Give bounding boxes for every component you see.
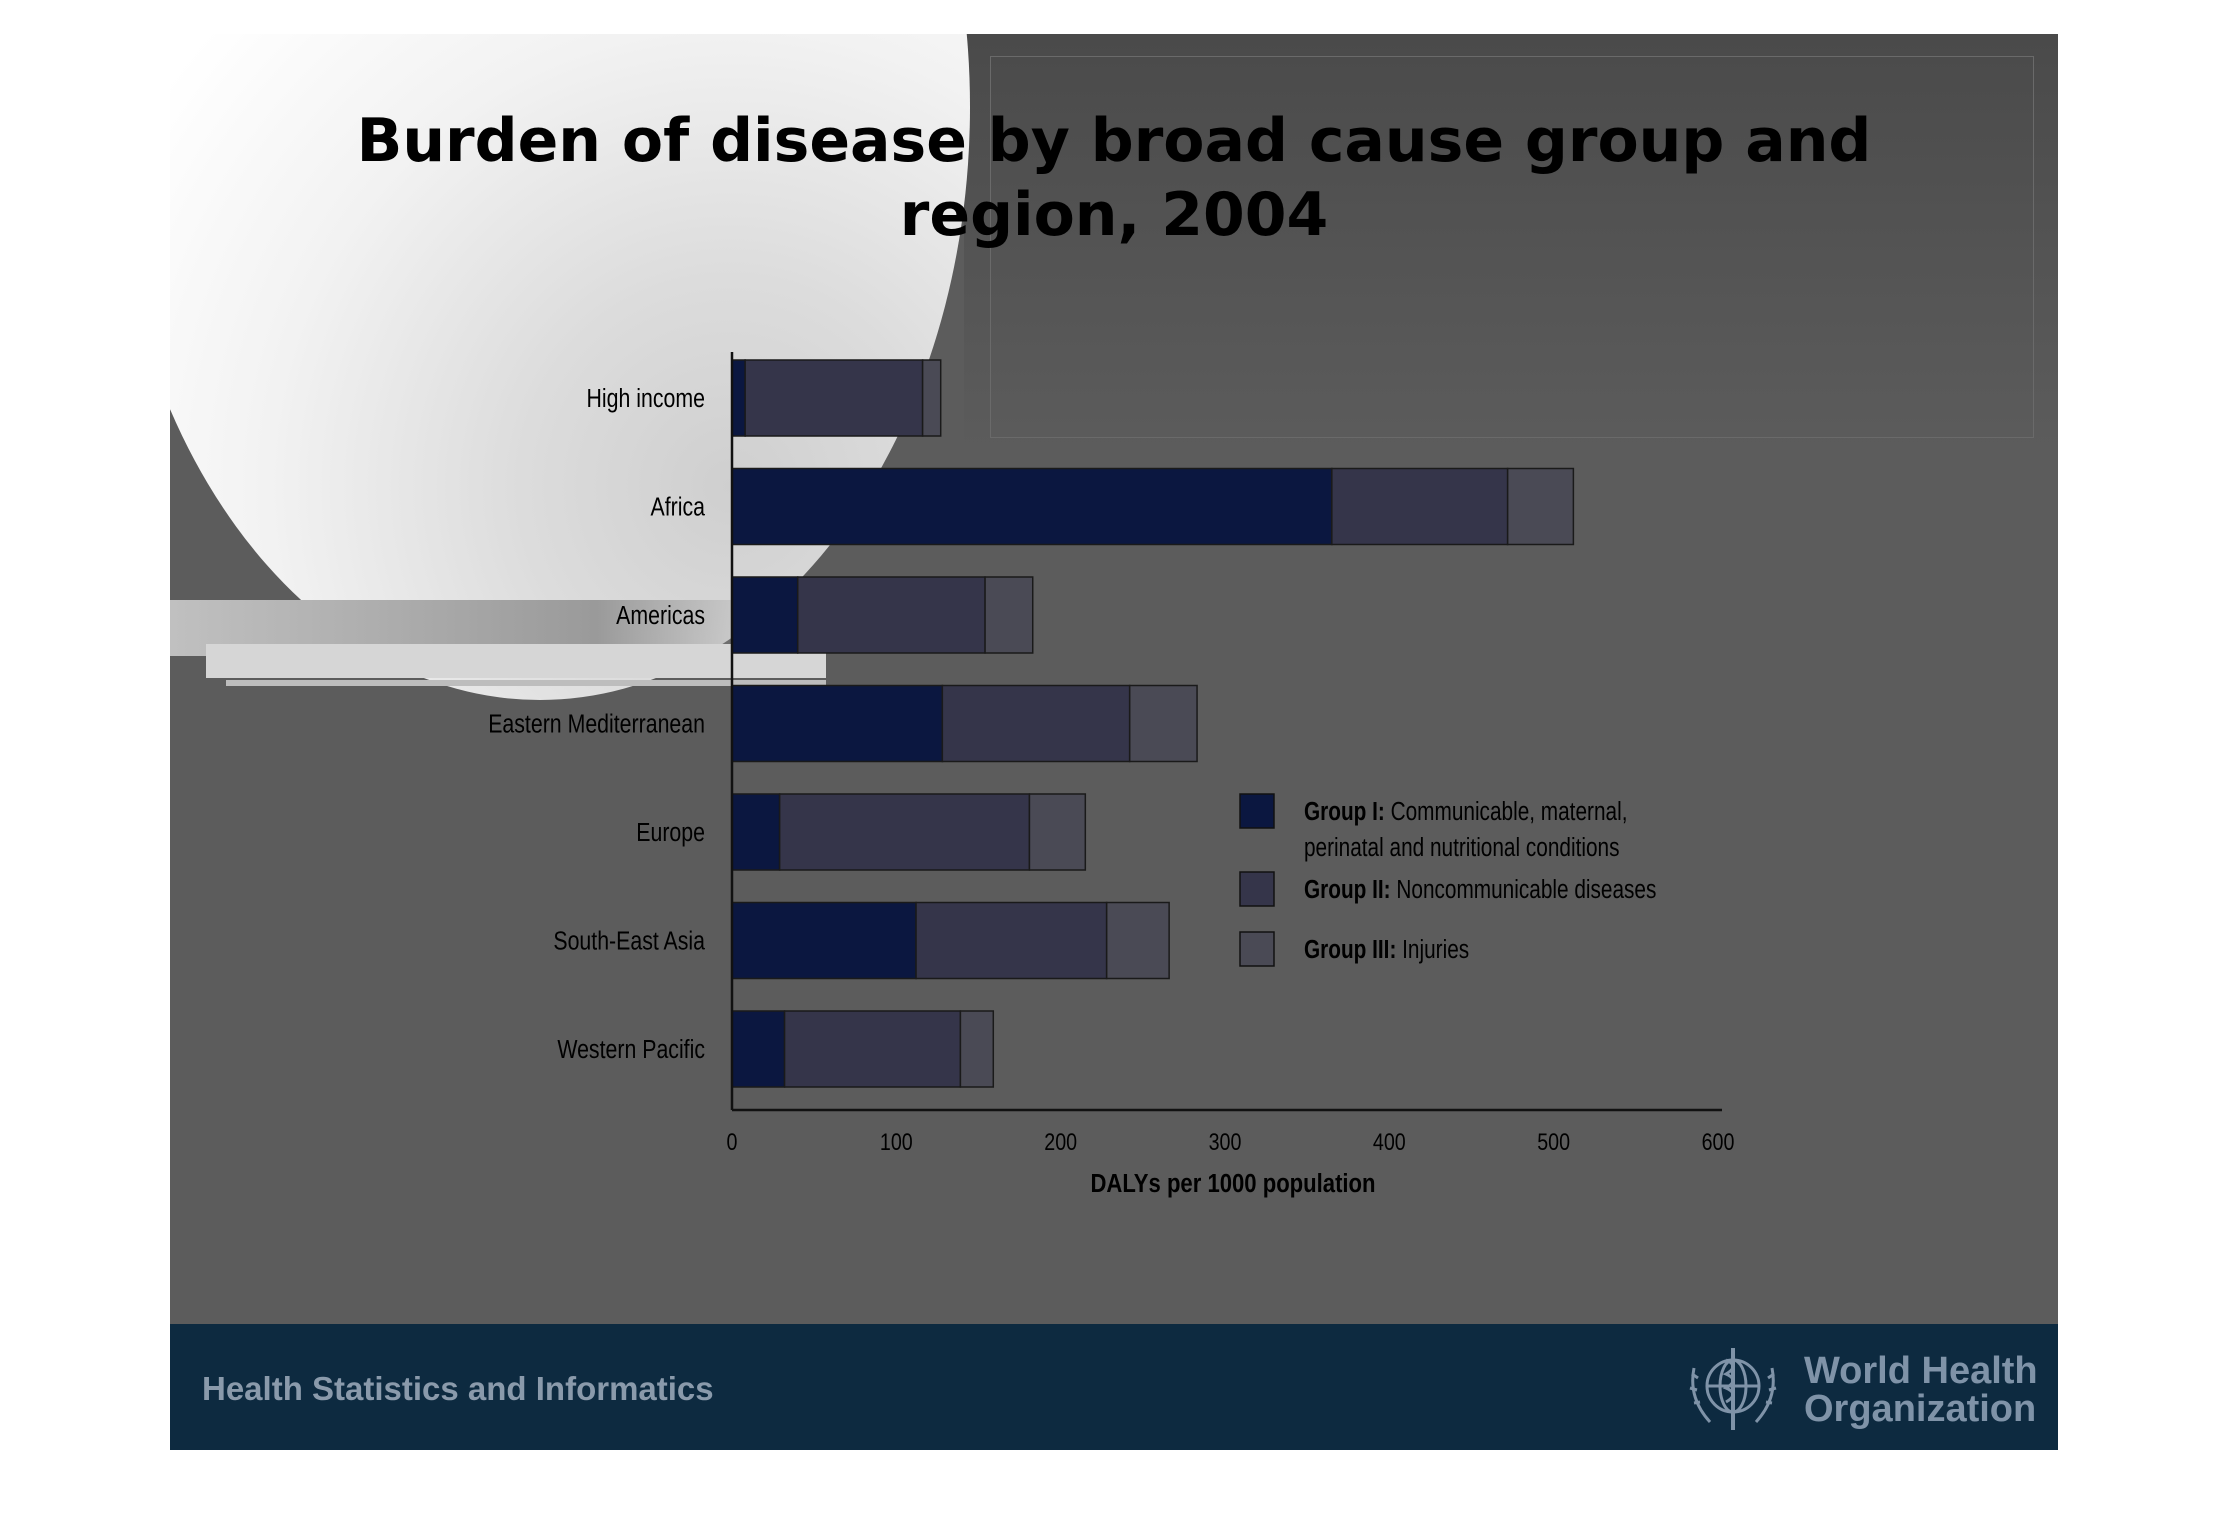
bar-segment-1 <box>731 576 799 654</box>
bar-segment-1 <box>731 684 944 763</box>
category-label: South-East Asia <box>553 927 705 957</box>
x-tick-label: 500 <box>1537 1128 1570 1155</box>
legend-swatch <box>1239 871 1275 907</box>
legend-group: Group I: Communicable, maternal, perinata… <box>1239 793 1656 967</box>
legend-label-bold: Group II: <box>1304 875 1391 904</box>
background-strip <box>206 644 826 678</box>
bar-segment-1 <box>731 467 1333 546</box>
x-tick-label: 100 <box>880 1128 913 1155</box>
slide-title-line2: region, 2004 <box>899 180 1329 250</box>
category-label: Eastern Mediterranean <box>488 710 705 740</box>
background-strip <box>226 680 826 686</box>
legend-label-text: Communicable, maternal, <box>1385 797 1628 826</box>
bar-segment-3 <box>1105 901 1170 980</box>
bar-segment-2 <box>796 576 986 654</box>
footer-bar: Health Statistics and Informatics World … <box>170 1324 2058 1450</box>
bar-segment-2 <box>941 684 1131 763</box>
x-tick-label: 600 <box>1702 1128 1735 1155</box>
bar-segment-2 <box>778 793 1031 871</box>
bars-group <box>731 359 1575 1088</box>
bar-segment-3 <box>984 576 1034 654</box>
who-name-line1: World Health <box>1804 1350 2038 1392</box>
background-frame <box>990 56 2034 438</box>
legend-label-bold: Group I: <box>1304 797 1385 826</box>
slide-title-line1: Burden of disease by broad cause group a… <box>356 106 1872 176</box>
x-tick-label: 200 <box>1044 1128 1077 1155</box>
who-emblem-icon <box>1689 1348 1777 1430</box>
bar-segment-3 <box>1506 467 1575 546</box>
legend-swatch <box>1239 931 1275 967</box>
x-axis-title: DALYs per 1000 population <box>1090 1169 1375 1198</box>
bar-segment-2 <box>783 1010 962 1088</box>
bar-segment-1 <box>731 1010 786 1088</box>
who-name-line2: Organization <box>1804 1388 2037 1430</box>
bar-segment-1 <box>731 793 781 871</box>
x-tick-label: 0 <box>727 1128 738 1155</box>
x-tick-label: 400 <box>1373 1128 1406 1155</box>
legend-swatch <box>1239 793 1275 829</box>
bar-segment-3 <box>921 359 942 437</box>
bar-segment-3 <box>959 1010 995 1088</box>
who-name: World Health Organization <box>1804 1352 2038 1428</box>
slide-title: Burden of disease by broad cause group a… <box>170 104 2058 252</box>
background-dark-panel <box>964 34 2058 454</box>
footer-text: Health Statistics and Informatics <box>202 1370 714 1407</box>
legend-label: Group II: Noncommunicable diseases <box>1304 875 1656 904</box>
legend-label-line2: perinatal and nutritional conditions <box>1304 833 1620 862</box>
legend-label-text: Noncommunicable diseases <box>1391 875 1657 904</box>
category-labels-group: High income Africa Americas Eastern Mediter… <box>488 384 705 1065</box>
category-label: High income <box>587 384 705 414</box>
bar-segment-3 <box>1128 684 1198 763</box>
legend-label: Group I: Communicable, maternal, <box>1304 797 1627 826</box>
bar-segment-2 <box>744 359 924 437</box>
bar-segment-1 <box>731 901 917 980</box>
bar-segment-3 <box>1028 793 1087 871</box>
bar-segment-1 <box>731 359 746 437</box>
x-tick-label: 300 <box>1209 1128 1242 1155</box>
bar-segment-2 <box>915 901 1108 980</box>
category-label: Europe <box>636 818 705 848</box>
category-label: Americas <box>616 601 705 631</box>
legend-label-bold: Group III: <box>1304 935 1396 964</box>
legend-label-text: Injuries <box>1396 935 1469 964</box>
legend-label: Group III: Injuries <box>1304 935 1469 964</box>
category-label: Western Pacific <box>557 1035 705 1065</box>
x-axis-group: 0 100 200 300 400 500 600 DALYs per 1000 popula… <box>727 352 1735 1198</box>
category-label: Africa <box>651 493 706 523</box>
slide: Burden of disease by broad cause group a… <box>170 34 2058 1450</box>
stacked-bar-chart: High income Africa Americas Eastern Mediter… <box>488 352 1735 1198</box>
bar-segment-2 <box>1331 467 1509 546</box>
